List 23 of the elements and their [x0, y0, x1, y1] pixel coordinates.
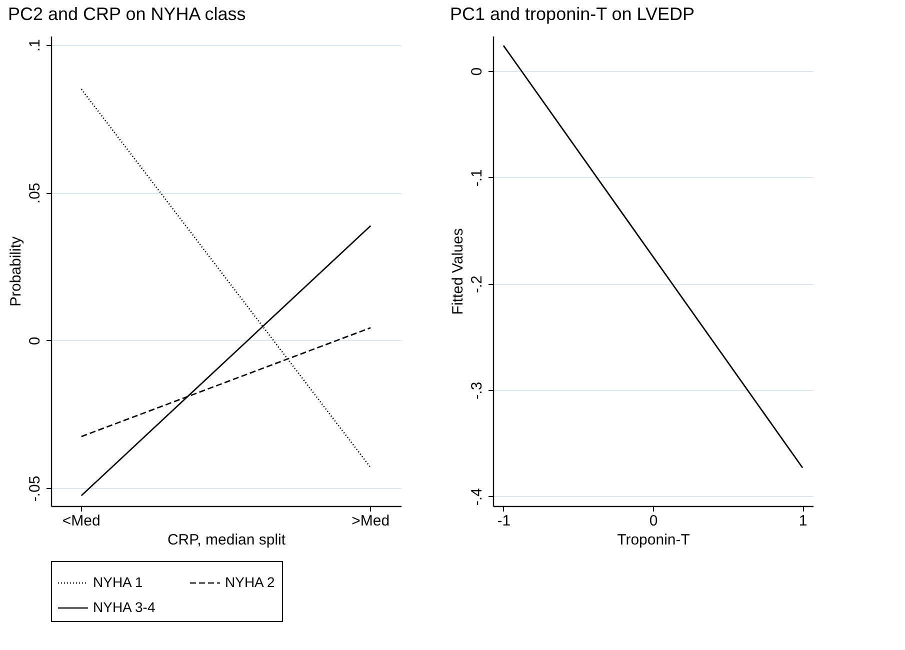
legend-label: NYHA 3-4 — [93, 599, 156, 615]
y-tick-label: -.05 — [26, 476, 44, 502]
x-tick-label: -1 — [497, 512, 511, 530]
x-axis-title: Troponin-T — [617, 532, 690, 548]
chart-title: PC1 and troponin-T on LVEDP — [450, 4, 694, 24]
x-tick-label: 0 — [649, 512, 658, 530]
x-axis-title: CRP, median split — [167, 532, 286, 548]
y-tick-label: .1 — [26, 39, 44, 52]
x-tick-label: 1 — [798, 512, 808, 530]
y-tick-label: 0 — [468, 67, 486, 76]
y-tick-label: -.3 — [468, 382, 486, 400]
y-tick-label: 0 — [26, 336, 44, 346]
y-axis-title: Probability — [8, 236, 24, 307]
x-tick-label: >Med — [352, 512, 390, 530]
y-tick-label: .05 — [26, 182, 44, 204]
legend-label: NYHA 2 — [225, 574, 276, 590]
legend-label: NYHA 1 — [93, 574, 144, 590]
x-tick-label: <Med — [62, 512, 100, 530]
y-tick-label: -.1 — [468, 169, 486, 187]
y-tick-label: -.2 — [468, 276, 486, 294]
y-axis-title: Fitted Values — [450, 228, 466, 315]
y-tick-label: -.4 — [468, 488, 486, 506]
chart-title: PC2 and CRP on NYHA class — [8, 4, 246, 24]
